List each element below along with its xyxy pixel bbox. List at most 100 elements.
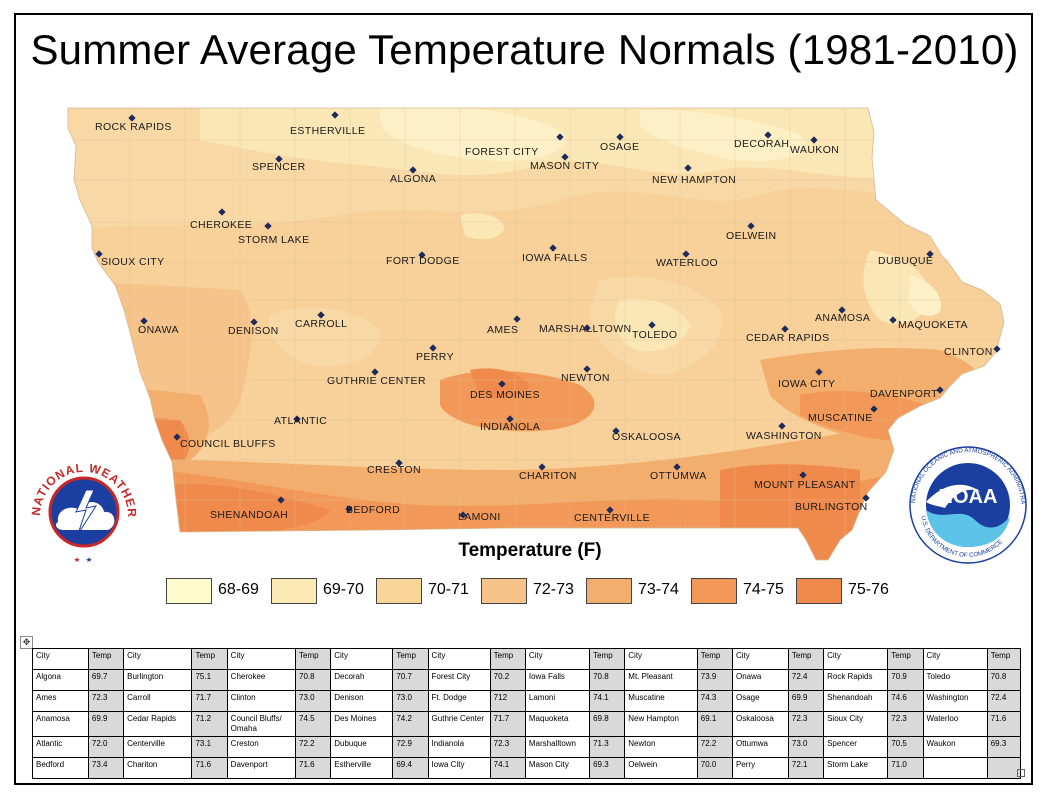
city-marker: TOLEDO <box>632 321 677 341</box>
city-dot <box>682 250 690 258</box>
city-label: STORM LAKE <box>238 234 310 246</box>
temp-cell: 71.2 <box>191 711 228 737</box>
city-cell: Forest City <box>427 669 491 691</box>
temp-cell: 74.3 <box>696 690 733 712</box>
city-label: MOUNT PLEASANT <box>754 479 856 491</box>
city-dot <box>218 208 226 216</box>
city-label: COUNCIL BLUFFS <box>180 438 276 450</box>
city-marker: IOWA CITY <box>778 368 835 390</box>
temp-cell: 69.8 <box>589 711 626 737</box>
header-city: City <box>123 648 193 670</box>
city-label: CHARITON <box>519 470 577 482</box>
city-cell: Bedford <box>32 757 89 779</box>
city-label: CLINTON <box>944 346 993 358</box>
temp-cell: 72.3 <box>489 736 526 758</box>
city-marker: ALGONA <box>390 166 436 185</box>
temp-cell: 72.3 <box>787 711 825 737</box>
city-dot <box>648 321 656 329</box>
city-cell: Ames <box>32 690 89 712</box>
city-marker: NEWTON <box>561 365 609 384</box>
city-dot <box>889 316 897 324</box>
city-cell: Guthrie Center <box>427 711 491 737</box>
city-dot <box>870 405 878 413</box>
city-marker: OSAGE <box>600 133 639 153</box>
city-cell: Ft. Dodge <box>427 690 491 712</box>
legend-label: 69-70 <box>323 581 364 598</box>
city-dot <box>317 311 325 319</box>
temp-cell: 70.5 <box>887 736 924 758</box>
legend-swatch <box>166 578 212 604</box>
temp-cell: 70.0 <box>696 757 733 779</box>
city-label: BURLINGTON <box>795 501 868 513</box>
table-row: Ames 72.3 Carroll 71.7 Clinton 73.0 Denison 73.… <box>32 690 1022 712</box>
temp-cell: 71.7 <box>489 711 526 737</box>
city-dot <box>556 133 564 141</box>
city-cell: Estherville <box>330 757 394 779</box>
city-label: IOWA FALLS <box>522 252 587 264</box>
temp-cell: 71.7 <box>191 690 228 712</box>
city-cell: Toledo <box>922 669 988 691</box>
city-dot <box>799 471 807 479</box>
city-marker: DECORAH <box>734 131 789 150</box>
city-label: CEDAR RAPIDS <box>746 332 830 344</box>
temp-cell: 69.1 <box>696 711 733 737</box>
city-cell: Cherokee <box>226 669 297 691</box>
header-city: City <box>823 648 889 670</box>
legend-swatch <box>691 578 737 604</box>
city-marker: INDIANOLA <box>480 415 540 433</box>
city-marker: STORM LAKE <box>238 222 310 246</box>
city-cell: Centerville <box>123 736 193 758</box>
table-move-handle[interactable]: ✥ <box>20 636 33 649</box>
temp-cell: 70.8 <box>295 669 332 691</box>
legend-label: 68-69 <box>218 581 259 598</box>
city-label: CHEROKEE <box>190 219 252 231</box>
city-dot <box>583 365 591 373</box>
header-temp: Temp <box>191 648 228 670</box>
legend-title: Temperature (F) <box>458 540 602 561</box>
city-label: FORT DODGE <box>386 255 460 267</box>
city-marker: MUSCATINE <box>808 405 878 424</box>
temp-cell: 73.9 <box>696 669 733 691</box>
city-cell: Waukon <box>922 736 988 758</box>
table-resize-handle[interactable] <box>1017 769 1025 777</box>
city-cell: Mt. Pleasant <box>624 669 698 691</box>
city-cell: Anamosa <box>32 711 89 737</box>
legend-swatch <box>271 578 317 604</box>
city-cell: Sioux City <box>823 711 889 737</box>
temp-cell: 70.8 <box>986 669 1022 691</box>
city-marker: MARSHALLTOWN <box>539 323 631 335</box>
city-marker: SPENCER <box>252 155 305 173</box>
city-cell: Indianola <box>427 736 491 758</box>
header-temp: Temp <box>295 648 332 670</box>
city-label: SIOUX CITY <box>101 256 165 268</box>
city-marker: DES MOINES <box>470 380 540 401</box>
city-cell <box>922 757 988 779</box>
city-cell: Chariton <box>123 757 193 779</box>
temp-cell: 74.6 <box>887 690 924 712</box>
city-dot <box>583 324 591 332</box>
legend-label: 70-71 <box>428 581 469 598</box>
city-markers: ROCK RAPIDS ESTHERVILLE FOREST CITY OSAGE DE… <box>95 111 1001 524</box>
city-marker: WASHINGTON <box>746 422 821 442</box>
temp-cell: 74.1 <box>589 690 626 712</box>
city-dot <box>778 422 786 430</box>
city-marker: NEW HAMPTON <box>652 164 736 186</box>
city-marker: CARROLL <box>295 311 347 330</box>
city-dot <box>409 166 417 174</box>
city-cell: Decorah <box>330 669 394 691</box>
city-cell: Spencer <box>823 736 889 758</box>
city-dot <box>506 415 514 423</box>
city-label: MASON CITY <box>530 160 599 172</box>
city-label: ALGONA <box>390 173 436 185</box>
city-marker: IOWA FALLS <box>522 244 587 264</box>
city-dot <box>250 318 258 326</box>
city-label: MAQUOKETA <box>898 319 968 331</box>
city-label: WATERLOO <box>656 257 718 269</box>
legend-label: 72-73 <box>533 581 574 598</box>
city-cell: Algona <box>32 669 89 691</box>
city-cell: Atlantic <box>32 736 89 758</box>
table-row: Atlantic 72.0 Centerville 73.1 Creston 72.2 Du… <box>32 736 1022 758</box>
temp-cell: 74.2 <box>392 711 429 737</box>
city-dot <box>498 380 506 388</box>
city-label: DUBUQUE <box>878 255 933 267</box>
